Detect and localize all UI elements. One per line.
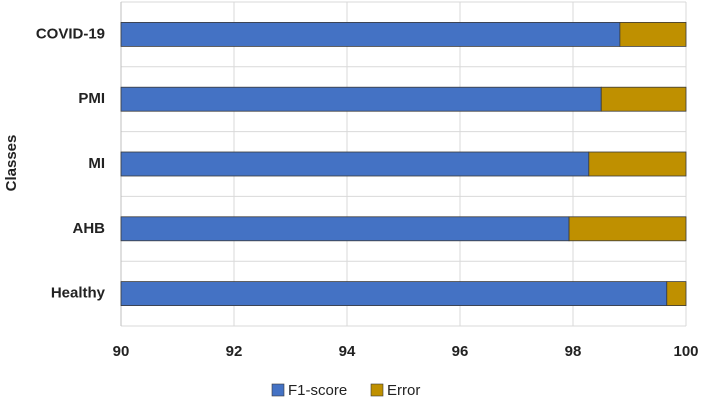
bar-segment	[666, 281, 687, 307]
y-tick-label: MI	[88, 155, 105, 172]
y-tick-label: COVID-19	[36, 25, 105, 42]
bar-segment	[568, 216, 687, 242]
x-tick-label: 98	[565, 343, 582, 360]
x-tick-label: 92	[226, 343, 243, 360]
bar-segment	[120, 151, 590, 177]
y-tick-label: Healthy	[51, 285, 106, 302]
x-tick-label: 100	[673, 343, 698, 360]
bar-segment	[120, 21, 621, 47]
legend-label: Error	[387, 382, 420, 399]
y-tick-label: AHB	[73, 220, 106, 237]
legend-swatch	[271, 383, 285, 397]
x-tick-label: 94	[339, 343, 356, 360]
bar-segment	[600, 86, 687, 112]
bar-segment	[120, 86, 602, 112]
bar-segment	[120, 281, 668, 307]
legend-label: F1-score	[288, 382, 347, 399]
y-tick-label: PMI	[78, 90, 105, 107]
x-tick-label: 90	[113, 343, 130, 360]
x-tick-label: 96	[452, 343, 469, 360]
bar-segment	[619, 21, 687, 47]
y-axis-label: Classes	[3, 135, 20, 192]
legend-swatch	[370, 383, 384, 397]
bar-segment	[120, 216, 570, 242]
bar-segment	[588, 151, 687, 177]
